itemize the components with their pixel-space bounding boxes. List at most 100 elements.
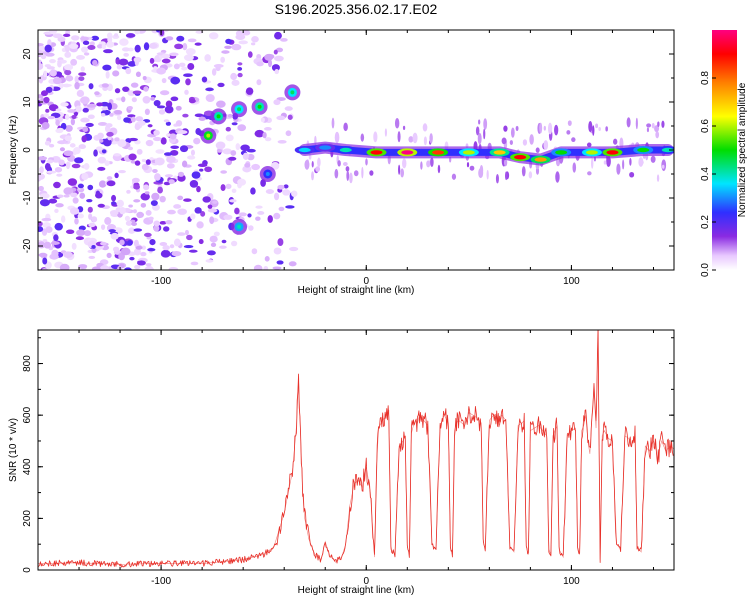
noise-speck: [144, 191, 150, 195]
noise-speck: [76, 55, 86, 60]
noise-speck: [202, 196, 211, 203]
noise-speck: [59, 263, 70, 270]
noise-speck: [149, 57, 155, 64]
noise-speck: [483, 118, 488, 130]
noise-speck: [478, 119, 481, 125]
noise-speck: [80, 66, 85, 72]
noise-speck: [39, 193, 50, 199]
noise-speck: [225, 134, 234, 142]
noise-speck: [276, 260, 284, 265]
noise-speck: [248, 225, 254, 231]
colorbar-ticks: 0.0 0.2 0.4 0.6 0.8: [700, 71, 716, 277]
noise-speck: [74, 75, 80, 84]
noise-speck: [153, 99, 161, 107]
noise-speck: [104, 217, 112, 225]
noise-speck: [144, 108, 150, 116]
noise-speck: [475, 126, 480, 136]
noise-speck: [98, 180, 107, 188]
noise-speck: [177, 232, 186, 236]
noise-speck: [194, 113, 204, 118]
noise-speck: [81, 46, 89, 53]
noise-speck: [273, 49, 278, 55]
noise-speck: [235, 33, 246, 41]
noise-speck: [196, 185, 201, 193]
noise-speck: [315, 166, 321, 172]
noise-speck: [150, 200, 158, 206]
noise-speck: [67, 178, 78, 186]
noise-speck: [44, 140, 51, 146]
noise-speck: [134, 139, 141, 145]
noise-speck: [234, 207, 240, 215]
noise-speck: [273, 99, 281, 106]
noise-speck: [122, 86, 130, 92]
noise-speck: [44, 162, 51, 171]
noise-speck: [121, 96, 126, 103]
noise-speck: [231, 188, 237, 193]
noise-speck: [177, 171, 185, 177]
x-tick-label: -100: [151, 276, 171, 287]
noise-speck: [342, 161, 348, 166]
noise-speck: [106, 252, 112, 259]
noise-speck: [151, 192, 160, 201]
noise-speck: [130, 116, 136, 123]
y-tick-label: 20: [22, 48, 33, 60]
noise-speck: [360, 133, 365, 142]
noise-speck: [136, 148, 143, 155]
noise-speck: [60, 102, 69, 107]
noise-speck: [283, 184, 289, 189]
noise-speck: [225, 183, 232, 190]
noise-speck: [131, 221, 137, 227]
noise-speck: [153, 129, 160, 136]
noise-speck: [65, 161, 71, 170]
noise-speck: [134, 44, 141, 53]
noise-speck: [116, 199, 125, 208]
noise-speck: [231, 122, 238, 126]
noise-speck: [412, 132, 418, 144]
noise-speck: [106, 103, 111, 107]
noise-speck: [52, 77, 62, 85]
noise-speck: [182, 42, 188, 51]
noise-speck: [284, 106, 293, 111]
noise-speck: [397, 131, 401, 143]
noise-speck: [197, 163, 208, 168]
ridge-core: [370, 150, 383, 155]
noise-speck: [127, 106, 133, 111]
noise-speck: [256, 61, 264, 67]
noise-speck: [70, 192, 78, 198]
noise-speck: [91, 35, 100, 41]
noise-speck: [204, 54, 211, 62]
blob-core: [206, 133, 211, 138]
noise-speck: [117, 139, 127, 148]
noise-speck: [49, 59, 56, 64]
noise-speck: [257, 211, 265, 215]
snr-x-label: Height of straight line (km): [298, 585, 415, 596]
noise-speck: [88, 213, 93, 220]
blob-core: [257, 104, 262, 109]
noise-speck: [102, 64, 112, 71]
noise-speck: [88, 83, 94, 90]
noise-speck: [108, 229, 116, 233]
noise-speck: [230, 150, 237, 156]
snr-y-ticks: 0 200 400 600 800: [22, 337, 674, 573]
noise-speck: [46, 170, 57, 174]
noise-speck: [96, 44, 104, 49]
noise-speck: [140, 202, 147, 208]
noise-speck: [64, 45, 70, 53]
noise-speck: [110, 103, 118, 110]
noise-speck: [135, 116, 144, 122]
noise-speck: [245, 87, 254, 95]
noise-speck: [118, 169, 126, 174]
noise-speck: [41, 121, 50, 130]
noise-speck: [58, 159, 65, 166]
noise-speck: [247, 213, 252, 218]
noise-speck: [133, 228, 143, 232]
noise-speck: [187, 38, 197, 43]
noise-speck: [231, 79, 240, 86]
noise-speck: [137, 260, 146, 266]
noise-speck: [38, 59, 42, 64]
noise-speck: [510, 127, 515, 138]
noise-speck: [143, 42, 150, 51]
noise-speck: [105, 123, 113, 128]
noise-speck: [133, 184, 141, 190]
noise-speck: [100, 265, 109, 270]
